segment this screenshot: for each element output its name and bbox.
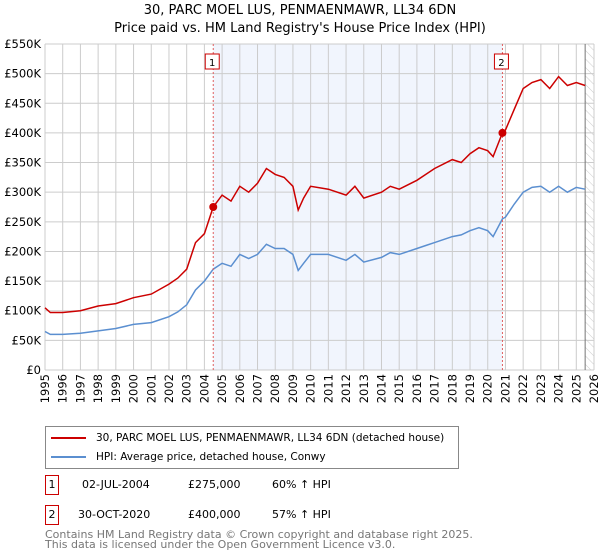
x-tick-label: 1996 [56, 374, 70, 403]
sale-point [498, 128, 507, 137]
sale-marker-label: 1 [209, 58, 215, 69]
x-tick-label: 2004 [197, 374, 211, 403]
x-tick-label: 2009 [286, 374, 300, 403]
footer-line: Contains HM Land Registry data © Crown c… [45, 528, 473, 541]
sale-row-1: 1 02-JUL-2004 £275,000 60% ↑ HPI [45, 475, 445, 495]
chart-title: 30, PARC MOEL LUS, PENMAENMAWR, LL34 6DN… [0, 2, 600, 38]
x-tick-label: 2022 [516, 374, 530, 403]
x-tick-label: 2003 [180, 374, 194, 403]
sale-marker-box [204, 53, 220, 70]
x-tick-label: 2008 [268, 374, 282, 403]
title-line: 30, PARC MOEL LUS, PENMAENMAWR, LL34 6DN [143, 3, 457, 18]
x-tick-label: 2021 [498, 374, 512, 403]
sale-date: 30-OCT-2020 [78, 508, 151, 521]
sale-row-2: 2 30-OCT-2020 £400,000 57% ↑ HPI [45, 505, 445, 525]
x-tick-label: 2010 [304, 374, 318, 403]
sale-marker-box [493, 53, 509, 70]
x-tick-label: 2014 [374, 374, 388, 403]
x-tick-label: 2007 [251, 374, 265, 403]
y-tick-label: £550K [4, 37, 41, 51]
legend-swatch-red [51, 437, 86, 439]
legend-swatch-blue [51, 456, 86, 458]
x-tick-label: 2023 [534, 374, 548, 403]
sale-point [209, 203, 218, 211]
y-tick-label: £100K [4, 304, 41, 318]
legend-label: HPI: Average price, detached house, Conw… [96, 451, 326, 463]
y-tick-label: £350K [4, 156, 41, 170]
y-tick-label: £50K [12, 333, 42, 347]
subtitle-line: Price paid vs. HM Land Registry's House … [114, 21, 486, 36]
x-tick-label: 2017 [428, 374, 442, 403]
x-tick-label: 2018 [445, 374, 459, 403]
x-tick-label: 1995 [38, 374, 52, 403]
sale-price: £400,000 [188, 508, 241, 521]
x-tick-label: 2015 [392, 374, 406, 403]
footer-line: This data is licensed under the Open Gov… [45, 538, 396, 551]
sale-hpi: 60% ↑ HPI [272, 478, 331, 491]
legend: 30, PARC MOEL LUS, PENMAENMAWR, LL34 6DN… [45, 426, 459, 469]
x-tick-label: 2001 [144, 374, 158, 403]
sale-marker-label: 2 [498, 58, 504, 69]
x-tick-label: 2011 [321, 374, 335, 403]
x-tick-label: 2026 [587, 374, 600, 403]
x-tick-label: 2000 [127, 374, 141, 403]
x-tick-label: 2016 [410, 374, 424, 403]
y-tick-label: £250K [4, 215, 41, 229]
price-chart: 1995 1996 1997 1998 1999 2000 2001 2002 2003 2004… [4, 37, 600, 403]
hpi-line [44, 185, 586, 336]
legend-item-property: 30, PARC MOEL LUS, PENMAENMAWR, LL34 6DN… [51, 429, 444, 447]
x-tick-label: 2002 [162, 374, 176, 403]
y-tick-label: £400K [4, 126, 41, 140]
x-tick-label: 1998 [91, 374, 105, 403]
y-tick-label: £150K [4, 274, 41, 288]
property-price-line [44, 75, 586, 314]
x-tick-label: 2005 [215, 374, 229, 403]
y-tick-label: £500K [4, 67, 41, 81]
x-tick-label: 2025 [569, 374, 583, 403]
sale-period-shading [213, 44, 503, 370]
sale-marker: 2 [45, 505, 59, 525]
x-tick-label: 2019 [463, 374, 477, 403]
footer: Contains HM Land Registry data © Crown c… [45, 528, 473, 551]
y-tick-label: £0 [26, 363, 41, 377]
legend-item-hpi: HPI: Average price, detached house, Conw… [51, 448, 326, 466]
legend-label: 30, PARC MOEL LUS, PENMAENMAWR, LL34 6DN… [96, 432, 445, 444]
forecast-hatch [585, 44, 594, 370]
y-tick-label: £450K [4, 96, 41, 110]
x-tick-label: 2012 [339, 374, 353, 403]
sale-date: 02-JUL-2004 [82, 478, 150, 491]
sale-price: £275,000 [188, 478, 241, 491]
y-tick-label: £200K [4, 244, 41, 258]
y-tick-label: £300K [4, 185, 41, 199]
sale-marker: 1 [45, 475, 59, 495]
x-tick-label: 2006 [233, 374, 247, 403]
x-tick-label: 1997 [73, 374, 87, 403]
x-tick-label: 2020 [481, 374, 495, 403]
x-tick-label: 2013 [357, 374, 371, 403]
sale-hpi: 57% ↑ HPI [272, 508, 331, 521]
x-tick-label: 2024 [552, 374, 566, 403]
x-tick-label: 1999 [109, 374, 123, 403]
